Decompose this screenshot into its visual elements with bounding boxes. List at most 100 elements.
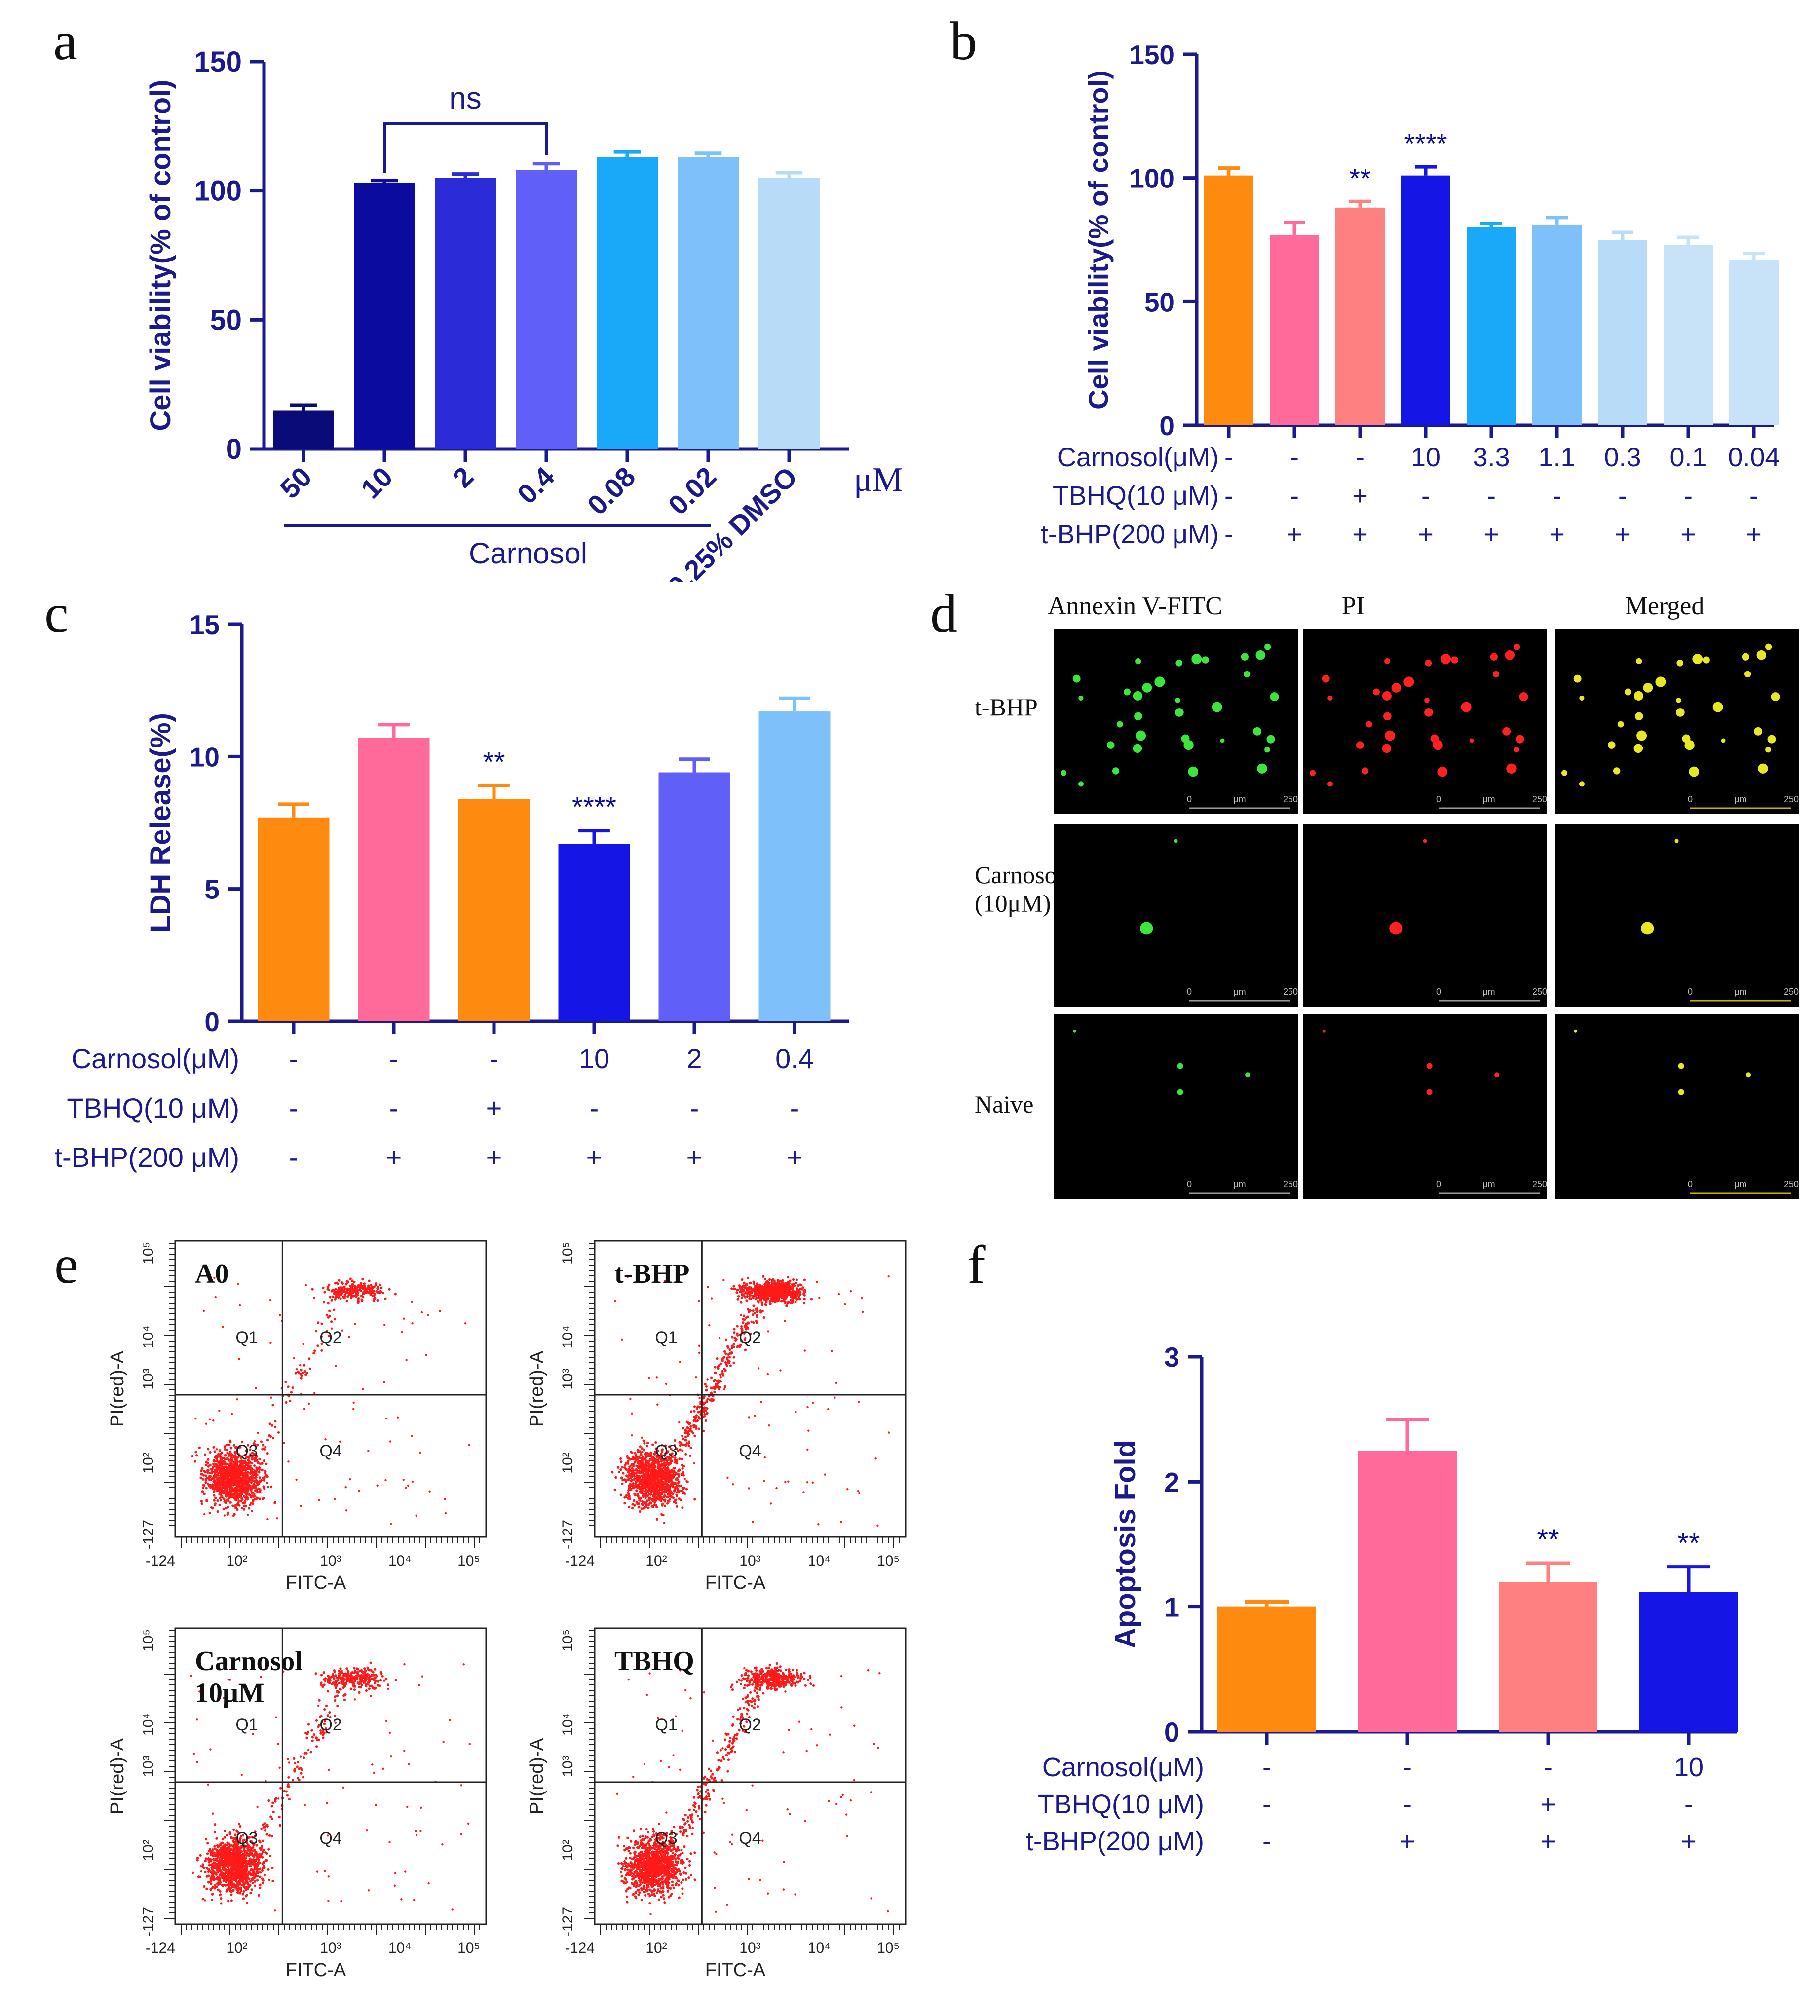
scatter-point xyxy=(705,1385,708,1388)
scatter-point xyxy=(258,1471,261,1474)
scatter-point xyxy=(261,1448,264,1451)
scatter-point xyxy=(257,1868,260,1871)
fluorescent-cell xyxy=(1689,766,1700,777)
scatter-point xyxy=(323,1291,326,1294)
y-tick-label: 10 xyxy=(190,742,220,772)
scatter-point xyxy=(290,1391,293,1394)
scatter-point xyxy=(213,1490,216,1493)
scatter-point xyxy=(649,1455,652,1457)
scatter-point xyxy=(752,1304,755,1307)
fluorescent-cell xyxy=(1175,708,1184,717)
scatter-point xyxy=(232,1444,236,1447)
scatter-point xyxy=(657,1492,660,1495)
scatter-point xyxy=(334,1282,337,1285)
scatter-point xyxy=(206,1842,209,1845)
scatter-point xyxy=(238,1823,241,1826)
scatter-point xyxy=(201,1898,204,1901)
x-tick-label: 10⁵ xyxy=(877,1553,900,1569)
scale-bar-unit: μm xyxy=(1482,794,1495,804)
scatter-point xyxy=(677,1475,681,1478)
scatter-point xyxy=(389,1523,392,1525)
scatter-point xyxy=(339,1440,341,1443)
scatter-point xyxy=(641,1436,644,1439)
scatter-point xyxy=(336,1291,339,1294)
scatter-point xyxy=(651,1470,654,1474)
scatter-point xyxy=(768,1300,772,1303)
scatter-point xyxy=(237,1474,240,1477)
scale-bar-unit: μm xyxy=(1734,794,1746,804)
fluorescent-cell xyxy=(1361,767,1369,775)
scatter-point xyxy=(716,1379,719,1382)
scatter-point xyxy=(745,1316,748,1319)
condition-value: - xyxy=(289,1092,299,1123)
scatter-point xyxy=(676,1462,679,1465)
scatter-point xyxy=(858,1492,861,1494)
fluorescent-cell xyxy=(1365,721,1372,728)
scatter-point xyxy=(810,1298,813,1301)
scatter-point xyxy=(428,1490,431,1493)
scatter-point xyxy=(753,1312,756,1315)
scatter-point xyxy=(197,1875,200,1878)
scatter-point xyxy=(636,1449,639,1452)
scatter-point xyxy=(250,1491,253,1494)
scatter-point xyxy=(256,1455,259,1458)
fluorescent-cell xyxy=(1373,688,1380,696)
scatter-point xyxy=(333,1292,336,1295)
scatter-point xyxy=(201,1486,204,1489)
scatter-point xyxy=(253,1497,257,1501)
bar xyxy=(597,157,658,449)
scatter-point xyxy=(693,1498,696,1501)
scatter-point xyxy=(619,1457,622,1460)
scatter-point xyxy=(651,1475,654,1479)
scatter-point xyxy=(253,1880,257,1883)
scatter-point xyxy=(654,1447,658,1450)
quadrant-label: Q3 xyxy=(235,1442,258,1460)
scatter-point xyxy=(678,1485,681,1488)
scatter-point xyxy=(751,1521,754,1523)
scatter-point xyxy=(313,1392,316,1394)
scatter-point xyxy=(762,1297,765,1300)
scatter-point xyxy=(761,1294,764,1297)
condition-value: - xyxy=(1749,481,1758,511)
scatter-point xyxy=(788,1292,792,1295)
fluorescent-cell xyxy=(1133,691,1142,701)
scatter-point xyxy=(755,1297,758,1300)
scatter-point xyxy=(717,1365,720,1368)
fluorescent-cell xyxy=(1135,658,1141,665)
panel-letter-f: f xyxy=(967,1234,986,1295)
scatter-point xyxy=(231,1488,234,1492)
scatter-point xyxy=(650,1505,653,1508)
scatter-point xyxy=(658,1484,661,1487)
scatter-point xyxy=(300,1504,302,1507)
scatter-point xyxy=(234,1464,237,1467)
scatter-point xyxy=(803,1291,806,1294)
scatter-point xyxy=(295,1478,298,1481)
scatter-point xyxy=(238,1504,241,1507)
scatter-point xyxy=(228,1462,231,1465)
scatter-point xyxy=(733,1328,736,1331)
scatter-point xyxy=(209,1475,212,1478)
scatter-point xyxy=(214,1296,217,1299)
scatter-point xyxy=(764,1292,766,1295)
scatter-point xyxy=(257,1871,260,1874)
scatter-point xyxy=(656,1458,659,1461)
bar xyxy=(1532,224,1582,425)
scatter-point xyxy=(203,1513,206,1516)
fluorescent-cell xyxy=(1177,1063,1183,1069)
scatter-point xyxy=(204,1463,207,1466)
scatter-point xyxy=(331,1327,333,1330)
scatter-point xyxy=(752,1321,755,1324)
scatter-point xyxy=(752,1282,755,1285)
scatter-point xyxy=(740,1340,743,1343)
scatter-point xyxy=(204,1481,207,1484)
scatter-point xyxy=(254,1484,257,1487)
scatter-point xyxy=(343,1285,346,1289)
scatter-point xyxy=(212,1446,215,1449)
scatter-point xyxy=(205,1499,208,1502)
scatter-point xyxy=(226,1449,228,1452)
scatter-point xyxy=(698,1406,701,1409)
scatter-point xyxy=(214,1483,217,1486)
scatter-point xyxy=(213,1845,216,1848)
